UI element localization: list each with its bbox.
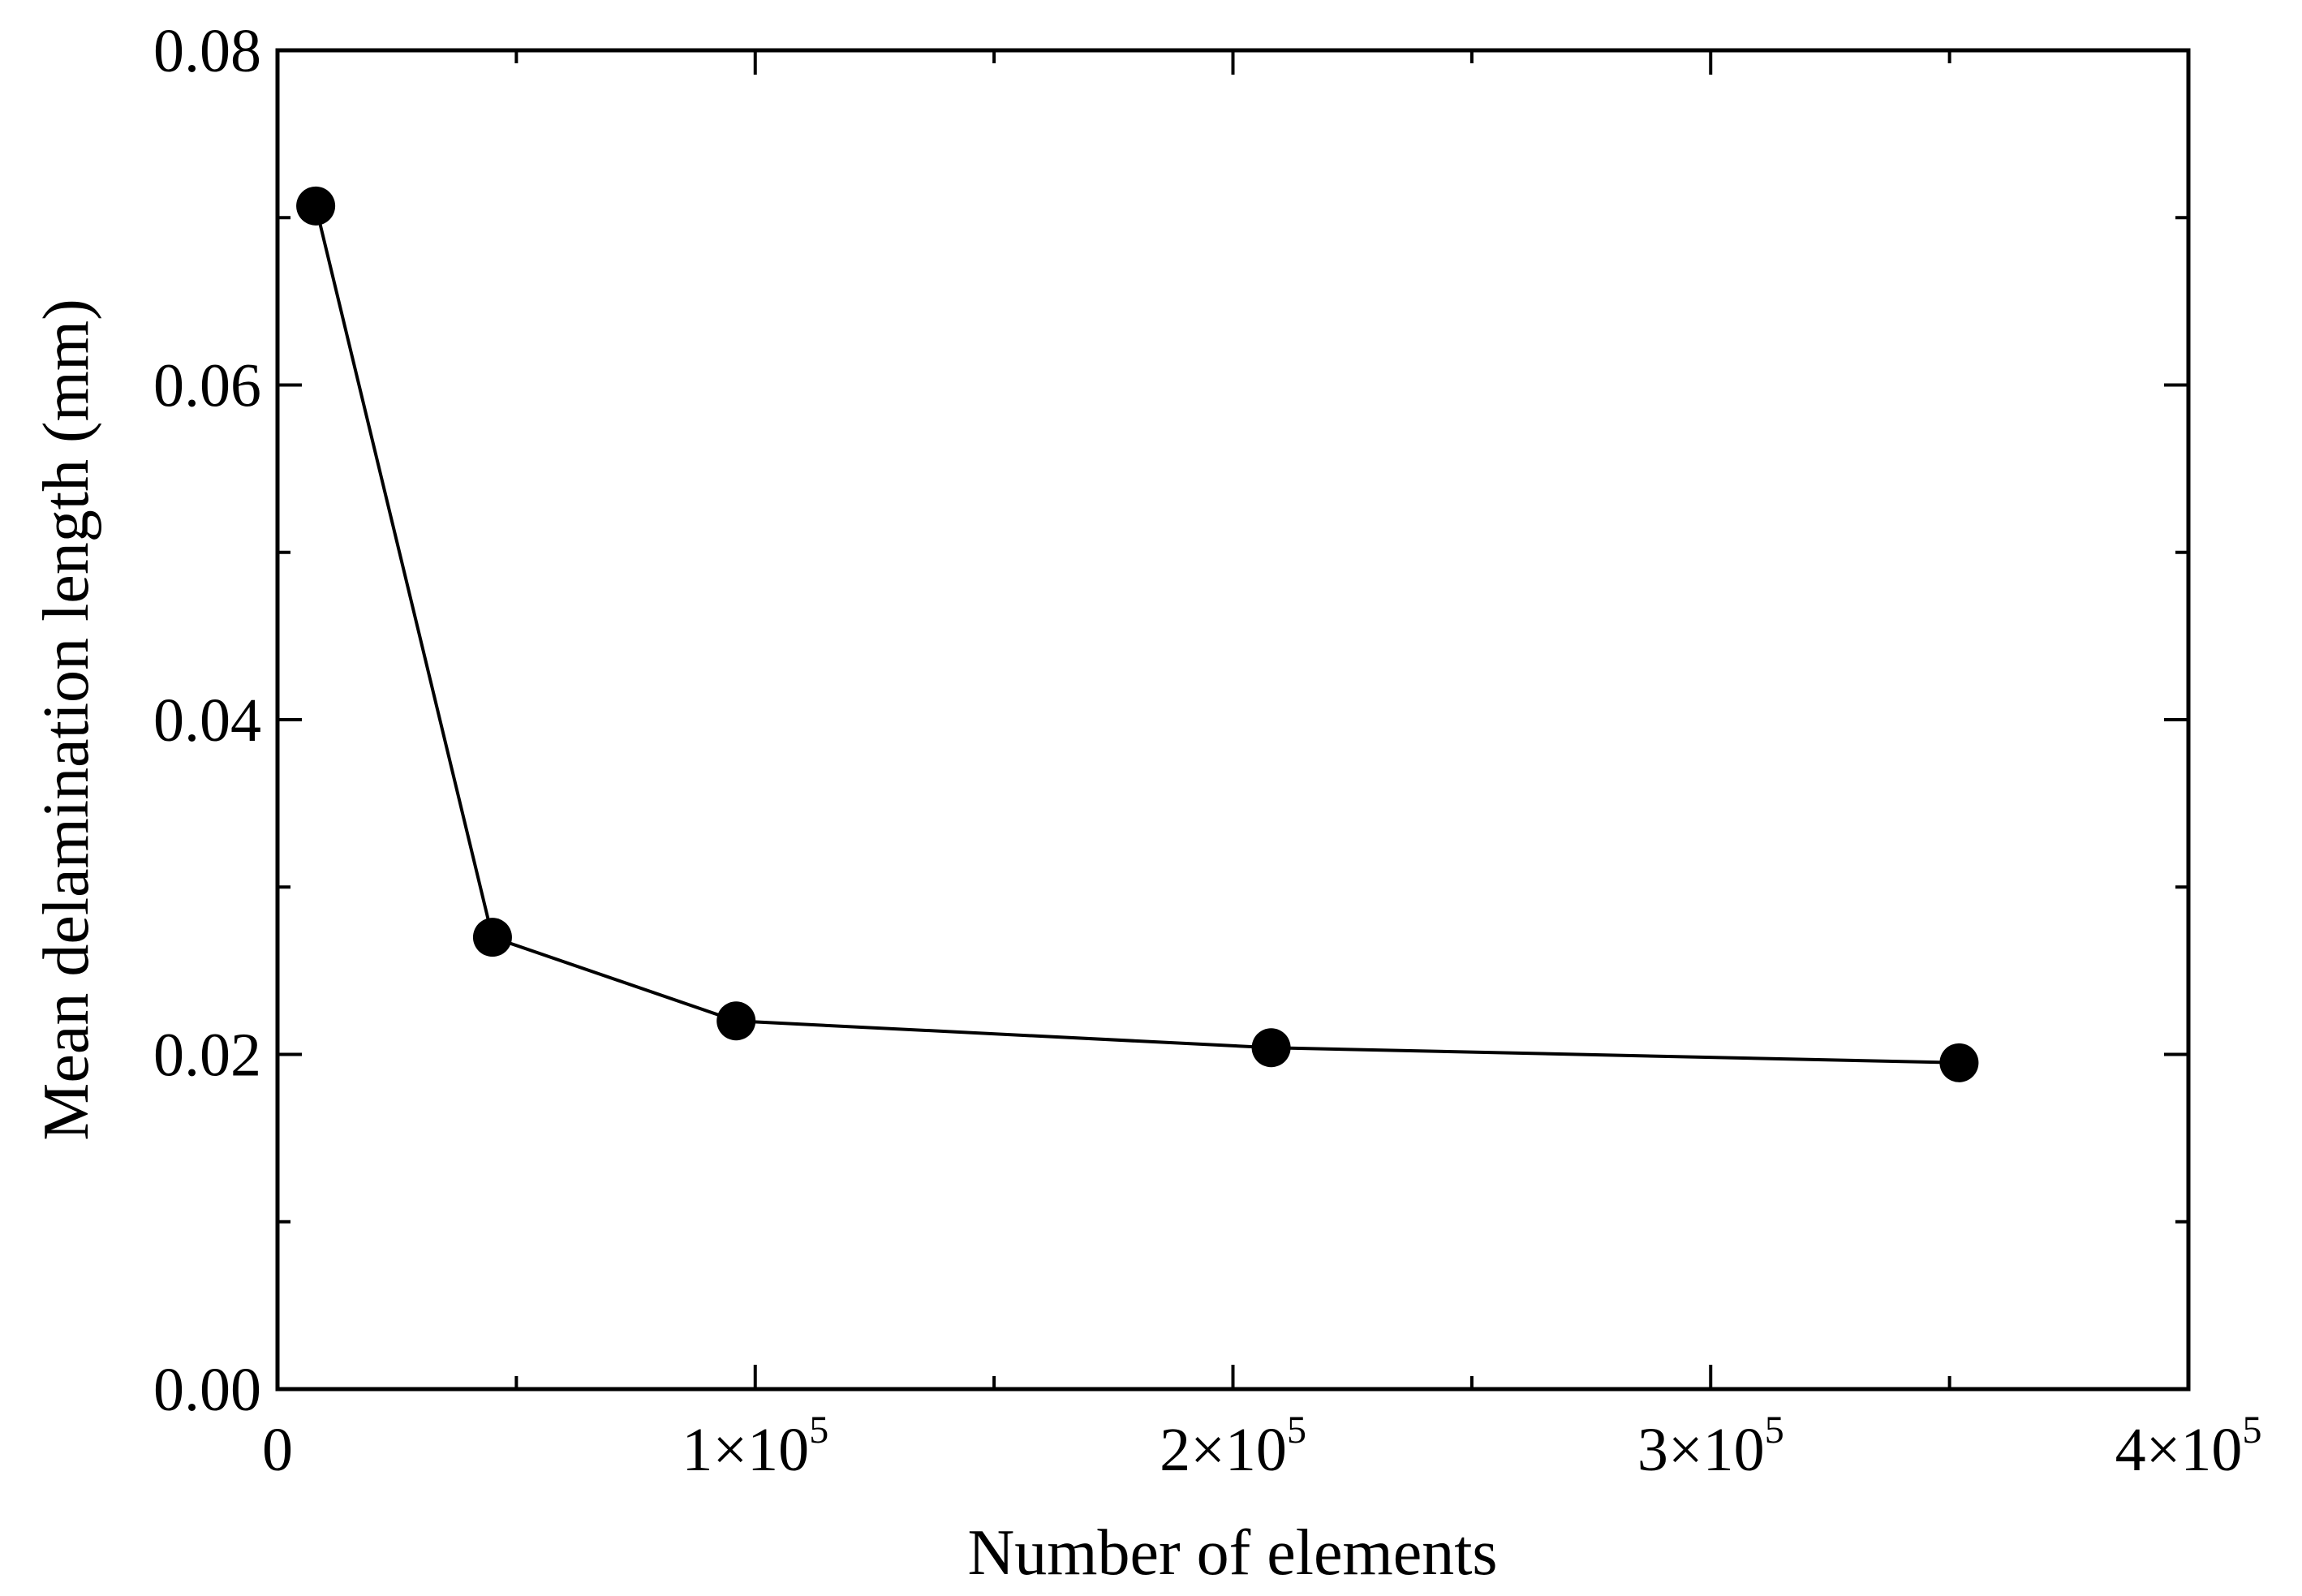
x-axis-ticks: 0 1×105 2×105 3×105 4×105: [262, 50, 2261, 1484]
y-tick-label: 0.04: [153, 686, 261, 755]
data-point: [472, 918, 512, 957]
x-tick-label: 2×105: [1160, 1409, 1306, 1484]
series-line: [314, 205, 1960, 1065]
x-tick-label: 4×105: [2115, 1409, 2262, 1484]
data-point: [1251, 1028, 1291, 1068]
x-tick-label: 3×105: [1637, 1409, 1784, 1484]
y-axis-ticks: 0.00 0.02 0.04 0.06 0.08: [153, 17, 2188, 1424]
y-tick-label: 0.00: [153, 1356, 261, 1424]
y-tick-label: 0.06: [153, 352, 261, 420]
data-point: [716, 1001, 756, 1041]
y-tick-label: 0.02: [153, 1022, 261, 1090]
y-tick-label: 0.08: [153, 17, 261, 85]
y-axis-label: Mean delamination length (mm): [31, 299, 102, 1141]
series-group: [296, 186, 1979, 1082]
data-point: [296, 186, 336, 226]
x-tick-label: 0: [262, 1416, 293, 1484]
x-axis-label: Number of elements: [967, 1517, 1497, 1589]
plot-frame: [275, 48, 2191, 1392]
x-tick-label: 1×105: [682, 1409, 828, 1484]
data-point: [1939, 1043, 1979, 1082]
